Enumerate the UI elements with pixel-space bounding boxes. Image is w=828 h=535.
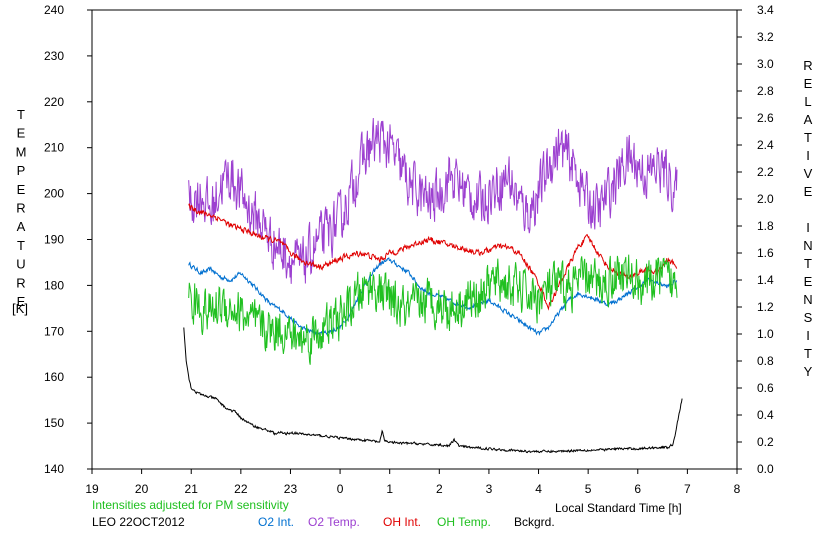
x-tick-label: 5 xyxy=(585,482,592,496)
right-axis-label-letter: A xyxy=(804,112,813,127)
right-tick-label: 0.0 xyxy=(757,462,774,476)
x-tick-label: 21 xyxy=(185,482,199,496)
right-tick-label: 2.8 xyxy=(757,84,774,98)
right-tick-label: 2.6 xyxy=(757,111,774,125)
series-line-o2-int xyxy=(188,257,678,337)
right-axis: 0.0 0.2 0.4 0.6 0.8 1.0 1.2 1.4 1.6 1.8 2.0 2.2 2.4 2… xyxy=(737,3,774,476)
series-line-bckgrd xyxy=(183,327,683,454)
right-tick-label: 1.8 xyxy=(757,219,774,233)
right-axis-label-letter: S xyxy=(804,310,813,325)
right-axis-label-letter: R xyxy=(803,58,812,73)
left-axis-label-letter: M xyxy=(16,144,27,159)
right-axis-label-letter: Y xyxy=(804,364,813,379)
left-tick-label: 240 xyxy=(44,3,64,17)
legend-entry: OH Temp. xyxy=(437,515,491,529)
left-axis-unit: [K] xyxy=(12,301,28,316)
right-axis-label-letter: I xyxy=(806,328,810,343)
right-axis-label-letter: N xyxy=(803,238,812,253)
right-tick-label: 3.4 xyxy=(757,3,774,17)
x-axis-label: Local Standard Time [h] xyxy=(555,501,682,515)
x-tick-label: 3 xyxy=(486,482,493,496)
right-axis-label-letter: E xyxy=(804,274,813,289)
left-axis-label-letter: E xyxy=(17,182,26,197)
right-tick-label: 2.4 xyxy=(757,138,774,152)
x-axis: 19 20 21 22 23 0 1 2 3 4 5 6 7 8 xyxy=(85,469,741,496)
x-tick-label: 8 xyxy=(734,482,741,496)
left-tick-label: 160 xyxy=(44,370,64,384)
right-tick-label: 0.2 xyxy=(757,435,774,449)
right-axis-label-letter: E xyxy=(804,76,813,91)
right-axis-label-letter: N xyxy=(803,292,812,307)
legend-entry: O2 Temp. xyxy=(308,515,360,529)
left-tick-label: 190 xyxy=(44,233,64,247)
left-tick-label: 220 xyxy=(44,95,64,109)
left-tick-label: 180 xyxy=(44,278,64,292)
x-tick-label: 2 xyxy=(436,482,443,496)
station-date-label: LEO 22OCT2012 xyxy=(92,515,185,529)
right-axis-label-letter: I xyxy=(806,148,810,163)
left-tick-label: 200 xyxy=(44,187,64,201)
right-tick-label: 1.2 xyxy=(757,300,774,314)
legend-entry: Bckgrd. xyxy=(514,515,555,529)
left-axis-label-letter: T xyxy=(17,107,25,122)
right-tick-label: 0.4 xyxy=(757,408,774,422)
series-line-o2-temp xyxy=(188,117,678,284)
x-tick-label: 20 xyxy=(135,482,149,496)
right-axis-label-letter: T xyxy=(804,130,812,145)
x-tick-label: 7 xyxy=(684,482,691,496)
series-line-oh-int xyxy=(188,203,678,311)
x-tick-label: 22 xyxy=(234,482,248,496)
left-axis: 140 150 160 170 180 190 200 210 220 230 240 xyxy=(44,3,92,476)
left-axis-label-letter: T xyxy=(17,238,25,253)
right-tick-label: 1.4 xyxy=(757,273,774,287)
plot-frame xyxy=(91,9,738,470)
x-tick-label: 0 xyxy=(337,482,344,496)
left-tick-label: 170 xyxy=(44,324,64,338)
legend: O2 Int. O2 Temp. OH Int. OH Temp. Bckgrd. xyxy=(258,515,555,529)
right-axis-label-letter: T xyxy=(804,256,812,271)
x-tick-label: 19 xyxy=(85,482,99,496)
adjustment-note: Intensities adjusted for PM sensitivity xyxy=(92,498,289,512)
left-axis-label-letter: R xyxy=(16,275,25,290)
right-tick-label: 0.8 xyxy=(757,354,774,368)
left-axis-label-letter: U xyxy=(16,257,25,272)
legend-entry: OH Int. xyxy=(383,515,421,529)
right-tick-label: 2.0 xyxy=(757,192,774,206)
right-axis-label-letter: T xyxy=(804,346,812,361)
left-axis-label-letter: A xyxy=(17,219,26,234)
right-axis-label-letter: E xyxy=(804,184,813,199)
series-lines xyxy=(183,117,683,454)
right-tick-label: 1.0 xyxy=(757,327,774,341)
right-tick-label: 2.2 xyxy=(757,165,774,179)
left-axis-label-letter: E xyxy=(17,294,26,309)
right-tick-label: 1.6 xyxy=(757,246,774,260)
x-tick-label: 1 xyxy=(386,482,393,496)
left-tick-label: 140 xyxy=(44,462,64,476)
left-tick-label: 230 xyxy=(44,49,64,63)
right-axis-label-letter: L xyxy=(804,94,811,109)
right-tick-label: 3.0 xyxy=(757,57,774,71)
series-line-oh-temp xyxy=(188,254,678,365)
right-tick-label: 3.2 xyxy=(757,30,774,44)
left-axis-label-letter: P xyxy=(17,163,26,178)
x-tick-label: 4 xyxy=(535,482,542,496)
legend-entry: O2 Int. xyxy=(258,515,294,529)
x-tick-label: 6 xyxy=(634,482,641,496)
left-tick-label: 150 xyxy=(44,416,64,430)
left-axis-label-letter: R xyxy=(16,201,25,216)
right-axis-label-letter: V xyxy=(804,166,813,181)
right-tick-label: 0.6 xyxy=(757,381,774,395)
plot-area-border xyxy=(91,9,738,470)
left-axis-label-letter: E xyxy=(17,126,26,141)
right-axis-label-letter: I xyxy=(806,220,810,235)
x-tick-label: 23 xyxy=(284,482,298,496)
left-tick-label: 210 xyxy=(44,141,64,155)
